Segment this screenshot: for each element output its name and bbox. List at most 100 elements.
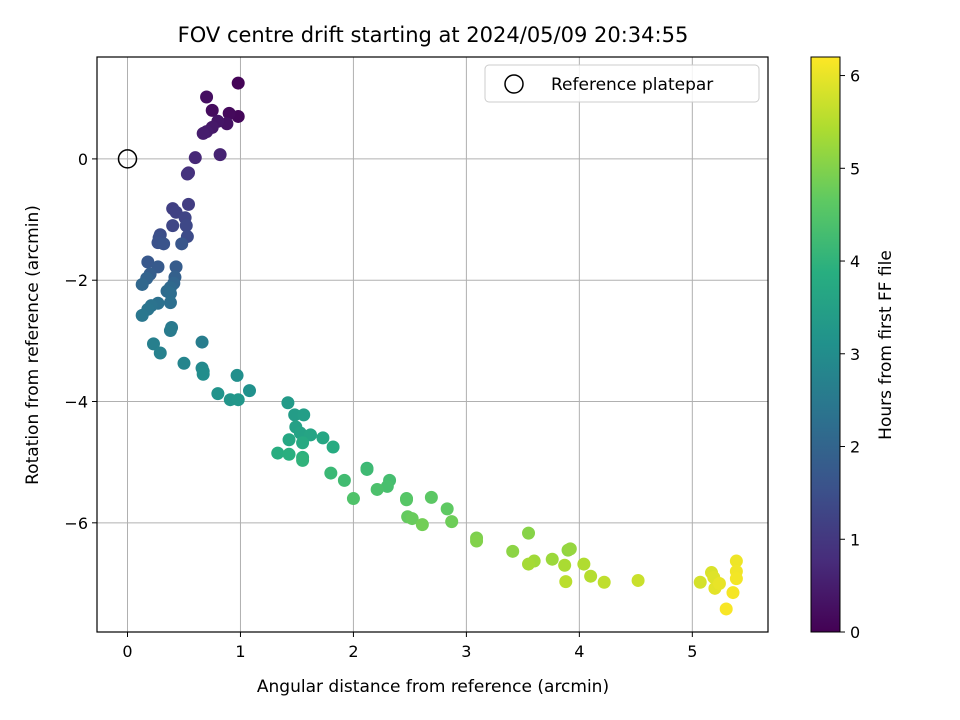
x-tick-label: 2 — [348, 642, 358, 661]
data-point — [326, 440, 340, 454]
data-point — [545, 552, 559, 566]
y-tick-label: −4 — [64, 393, 88, 412]
data-point — [222, 106, 236, 120]
data-point — [370, 482, 384, 496]
data-point — [166, 219, 180, 233]
data-point — [213, 148, 227, 162]
y-tick-label: −6 — [64, 514, 88, 533]
colorbar — [811, 57, 840, 632]
data-point — [195, 335, 209, 349]
data-point — [631, 573, 645, 587]
data-point — [230, 368, 244, 382]
x-tick-label: 5 — [687, 642, 697, 661]
data-point — [271, 446, 285, 460]
data-point — [177, 356, 191, 370]
data-point — [506, 544, 520, 558]
x-axis-label: Angular distance from reference (arcmin) — [257, 677, 609, 697]
x-tick-label: 1 — [235, 642, 245, 661]
y-axis-label: Rotation from reference (arcmin) — [23, 205, 43, 485]
data-point — [163, 296, 177, 310]
data-point — [346, 492, 360, 506]
data-point — [522, 526, 536, 540]
x-axis-ticks: 0 1 2 3 4 5 — [122, 632, 697, 661]
data-point — [405, 512, 419, 526]
data-point — [157, 237, 171, 251]
data-point — [231, 76, 245, 90]
colorbar-tick-label: 0 — [850, 623, 860, 642]
data-point — [693, 575, 707, 589]
data-point — [205, 103, 219, 117]
data-point — [182, 197, 195, 211]
data-point — [163, 287, 177, 301]
colorbar-frame — [810, 56, 841, 633]
y-tick-label: −2 — [64, 271, 88, 290]
data-point — [360, 462, 374, 476]
data-point — [153, 346, 167, 360]
data-point — [445, 515, 459, 529]
colorbar-tick-label: 4 — [850, 252, 860, 271]
data-point — [179, 219, 193, 233]
x-tick-label: 4 — [574, 642, 584, 661]
data-point — [424, 490, 438, 504]
data-point — [288, 408, 302, 422]
data-point — [558, 558, 572, 572]
data-point — [175, 237, 189, 251]
data-point — [719, 602, 733, 616]
data-point — [135, 277, 149, 291]
colorbar-ticks: 0 1 2 3 4 5 6 — [840, 67, 860, 642]
colorbar-tick-label: 2 — [850, 438, 860, 457]
data-point — [563, 542, 577, 556]
plot-frame — [96, 56, 769, 633]
data-point — [729, 572, 743, 586]
data-point — [470, 534, 484, 548]
data-point — [135, 308, 149, 322]
data-points — [135, 76, 743, 616]
x-tick-label: 3 — [461, 642, 471, 661]
x-tick-label: 0 — [122, 642, 132, 661]
data-point — [180, 167, 194, 181]
colorbar-tick-label: 5 — [850, 159, 860, 178]
data-point — [522, 557, 536, 571]
colorbar-tick-label: 3 — [850, 345, 860, 364]
data-point — [597, 575, 611, 589]
legend-entry-label: Reference platepar — [551, 75, 713, 95]
colorbar-tick-label: 1 — [850, 530, 860, 549]
data-point — [282, 433, 296, 447]
data-point — [196, 367, 210, 381]
colorbar-tick-label: 6 — [850, 67, 860, 86]
chart-title: FOV centre drift starting at 2024/05/09 … — [178, 23, 689, 47]
grid-lines — [97, 57, 768, 632]
data-point — [577, 557, 591, 571]
data-point — [163, 324, 177, 338]
data-point — [282, 447, 296, 461]
legend-marker-icon — [504, 74, 524, 94]
reference-marker — [117, 149, 138, 169]
data-point — [316, 431, 330, 445]
legend-box — [484, 64, 760, 103]
data-point — [297, 408, 311, 422]
data-point — [380, 479, 394, 493]
data-point — [440, 502, 454, 516]
colorbar-label: Hours from first FF file — [876, 250, 896, 440]
data-point — [211, 387, 225, 401]
data-point — [169, 260, 183, 274]
data-point — [400, 493, 414, 507]
data-point — [726, 586, 740, 600]
data-point — [196, 126, 210, 140]
data-point — [243, 384, 256, 398]
data-point — [712, 576, 726, 590]
data-point — [296, 436, 310, 450]
data-point — [304, 428, 317, 442]
data-point — [293, 426, 307, 440]
data-point — [415, 518, 429, 532]
data-point — [559, 575, 573, 589]
y-axis-ticks: −6 −4 −2 0 — [64, 150, 97, 533]
data-point — [729, 554, 743, 568]
data-point — [200, 90, 214, 104]
data-point — [584, 569, 598, 583]
data-point — [281, 396, 295, 410]
data-point — [324, 466, 338, 480]
data-point — [146, 337, 160, 351]
data-point — [296, 453, 310, 467]
